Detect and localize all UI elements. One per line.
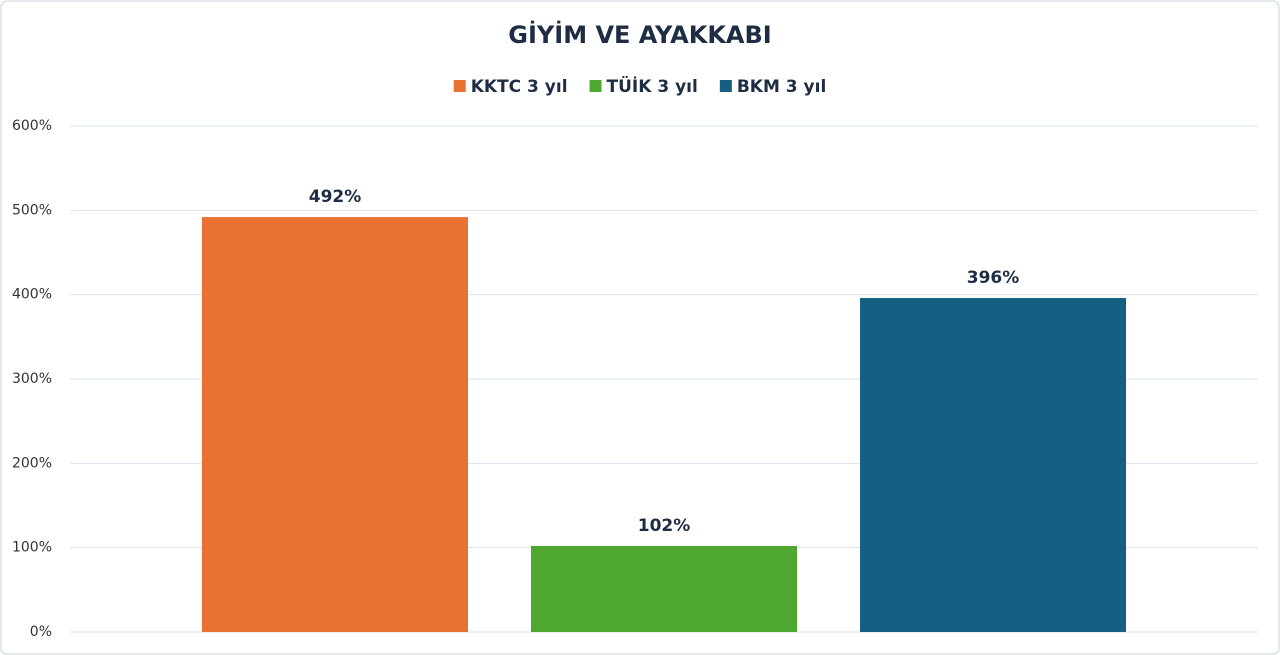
chart-title: GİYİM VE AYAKKABI (508, 20, 771, 49)
legend-swatch (589, 80, 602, 92)
bar (531, 545, 797, 632)
data-label: 492% (309, 187, 362, 207)
y-tick-label: 600% (12, 118, 52, 134)
y-tick-label: 400% (12, 287, 52, 303)
legend-swatch (719, 80, 732, 92)
legend: KKTC 3 yıl TÜİK 3 yıl BKM 3 yıl (453, 75, 826, 97)
y-tick-label: 500% (12, 202, 52, 218)
y-tick-label: 300% (12, 371, 52, 387)
bar (860, 298, 1126, 632)
legend-label: BKM 3 yıl (737, 77, 826, 97)
legend-label: TÜİK 3 yıl (607, 75, 698, 97)
y-tick-label: 200% (12, 455, 52, 471)
data-label: 102% (638, 516, 691, 536)
data-label: 396% (967, 268, 1020, 288)
y-tick-label: 0% (30, 624, 52, 640)
legend-swatch (453, 80, 466, 92)
y-tick-label: 100% (12, 540, 52, 556)
legend-label: KKTC 3 yıl (471, 77, 568, 97)
bar (202, 217, 468, 632)
